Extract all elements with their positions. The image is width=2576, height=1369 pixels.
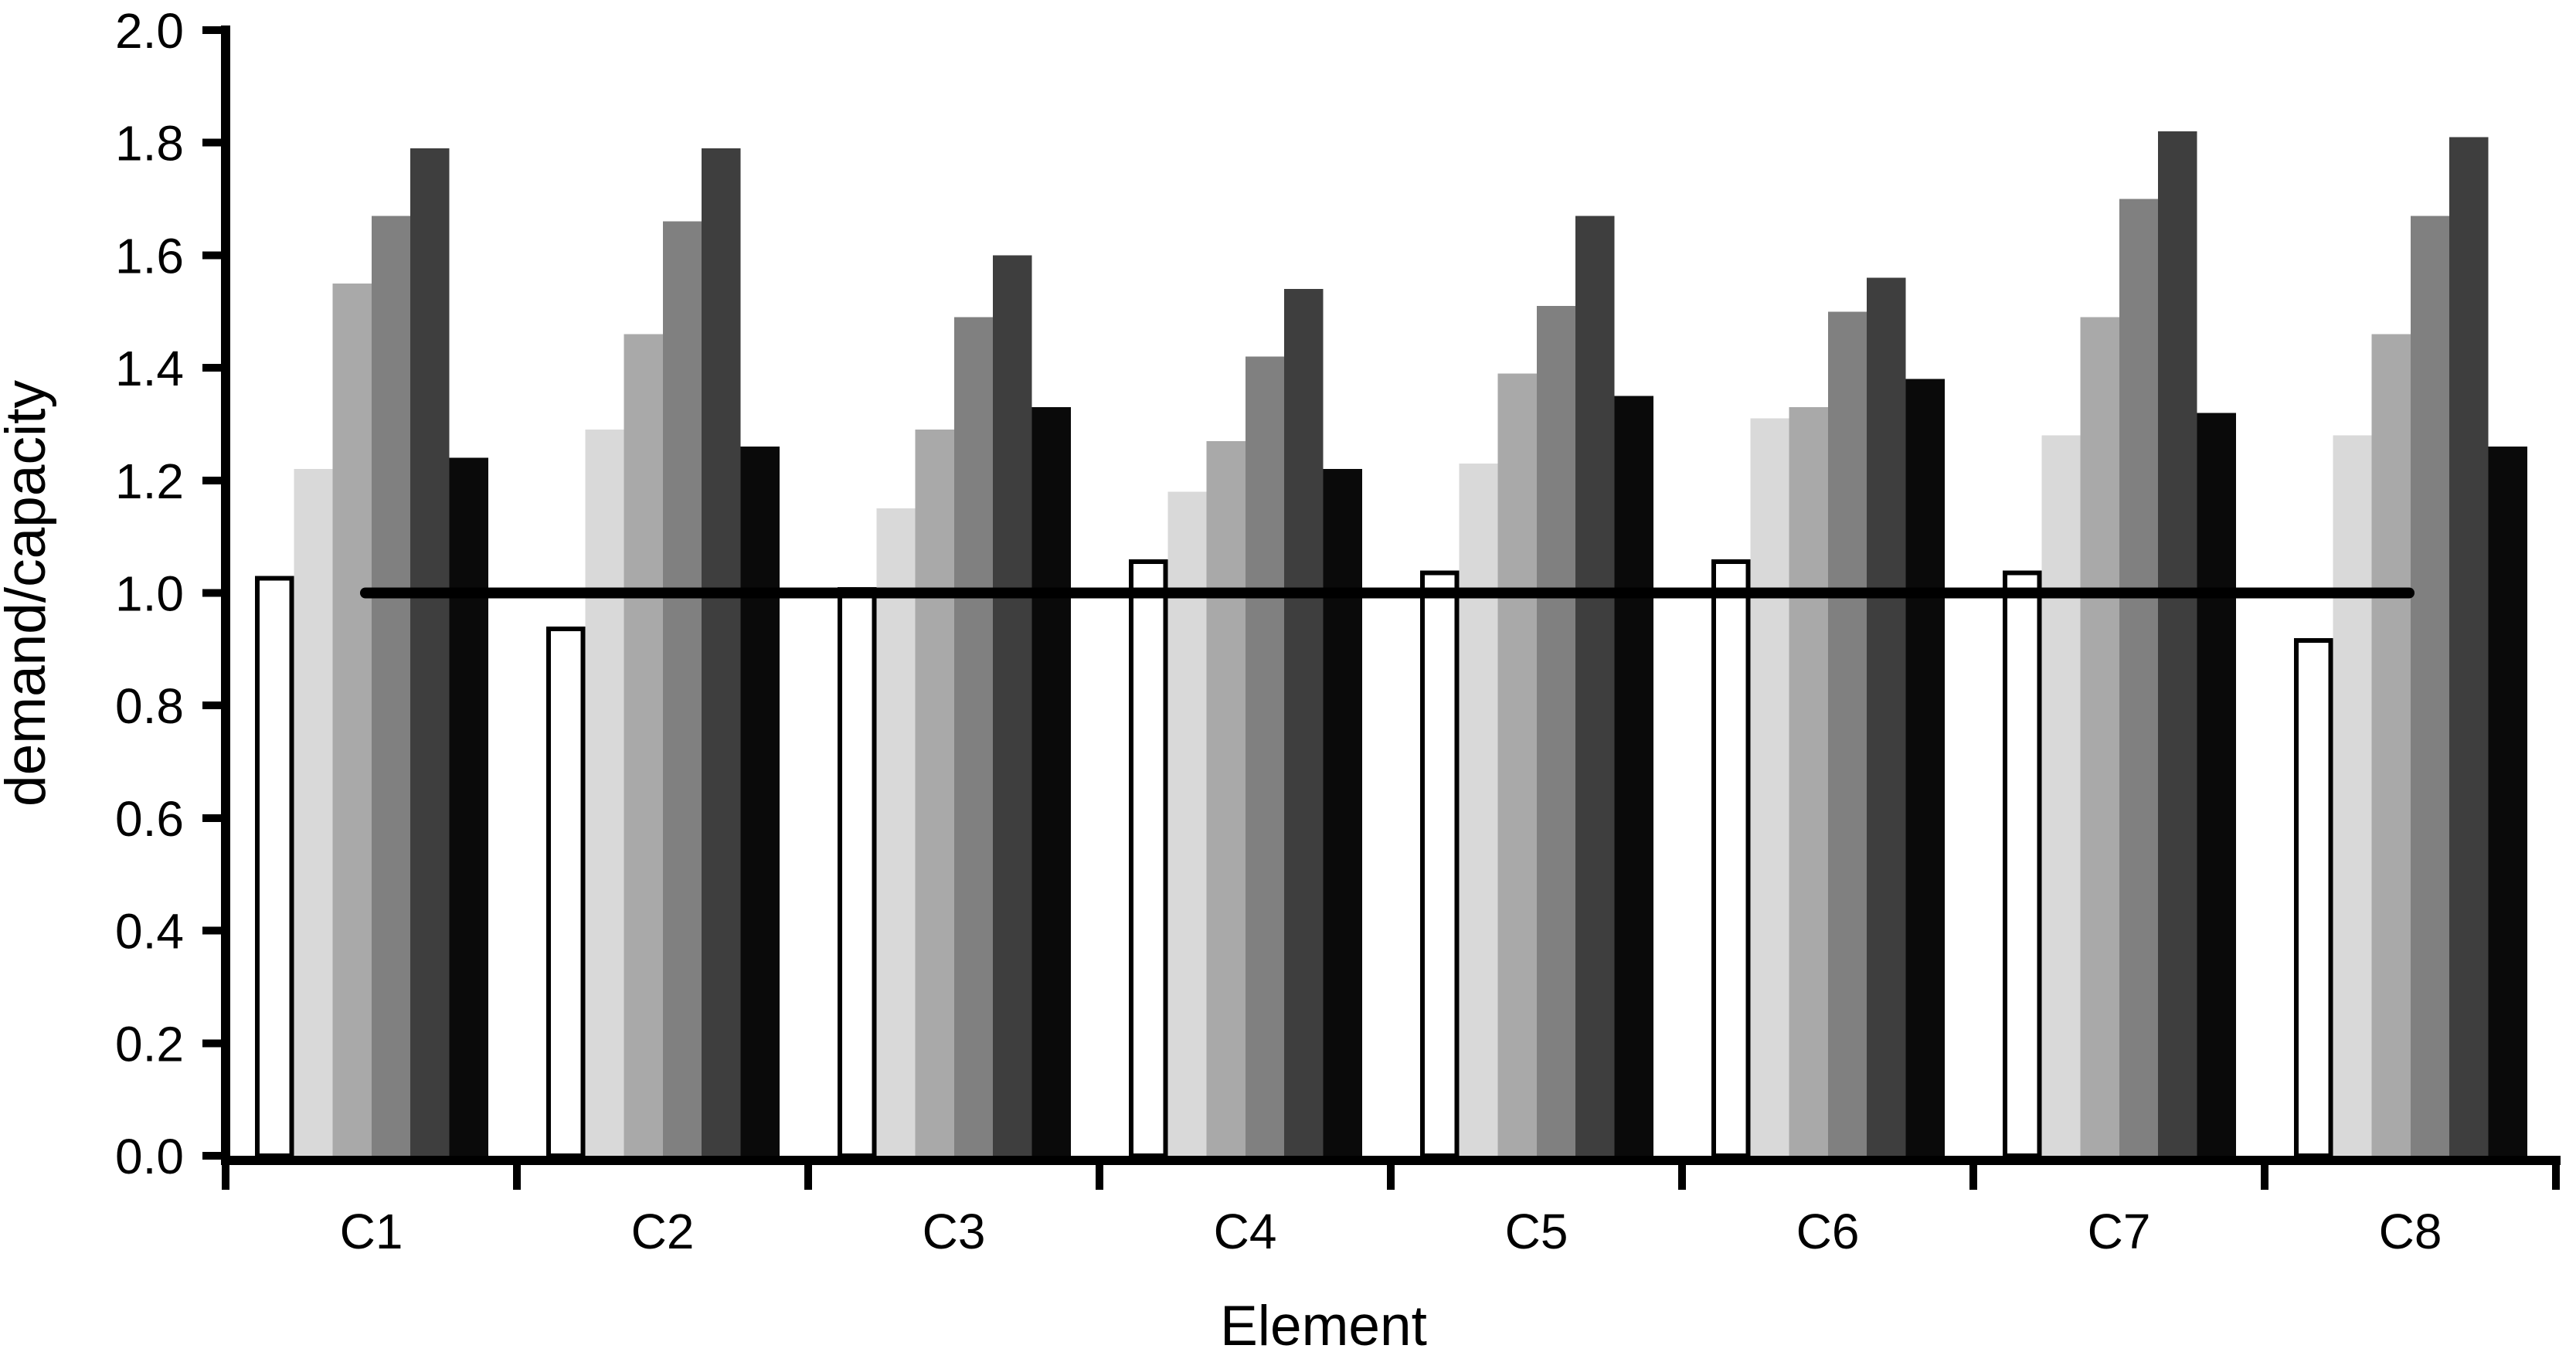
y-tick-label: 0.2 (115, 1016, 184, 1072)
bar-c5-medium-gray (1497, 373, 1537, 1156)
x-category-label: C7 (2088, 1204, 2151, 1259)
bar-c2-medium-gray (624, 334, 663, 1156)
y-tick (202, 26, 221, 34)
bar-c6-black (1905, 379, 1945, 1156)
bar-c5-black (1614, 396, 1653, 1156)
y-tick (202, 138, 221, 147)
y-tick (202, 251, 221, 260)
x-tick (1096, 1165, 1103, 1190)
x-tick (1678, 1165, 1686, 1190)
bar-c1-light-gray (294, 469, 333, 1156)
bar-c7-black (2197, 413, 2236, 1156)
bar-c3-dark-gray (993, 255, 1032, 1156)
x-category-label: C3 (923, 1204, 986, 1259)
bar-c4-white (1129, 559, 1168, 1158)
bar-c4-black (1323, 469, 1362, 1156)
bar-c5-gray (1536, 305, 1576, 1157)
x-tick (2261, 1165, 2268, 1190)
bar-c8-black (2488, 447, 2527, 1156)
y-tick (202, 589, 221, 597)
y-tick-label: 0.4 (115, 904, 184, 960)
y-tick-label: 1.6 (115, 228, 184, 284)
x-category-label: C2 (631, 1204, 695, 1259)
y-tick (202, 1152, 221, 1160)
bar-c7-light-gray (2041, 435, 2081, 1156)
bar-c5-light-gray (1459, 463, 1498, 1156)
bar-c6-light-gray (1750, 418, 1789, 1156)
bar-c5-dark-gray (1575, 216, 1615, 1156)
bar-c8-medium-gray (2371, 334, 2411, 1156)
bar-c3-gray (953, 317, 994, 1156)
y-tick (202, 476, 221, 484)
bar-c2-white (546, 627, 586, 1158)
bar-c3-white (838, 587, 877, 1158)
bar-c7-dark-gray (2158, 131, 2197, 1156)
bar-c1-black (449, 457, 488, 1156)
x-axis-line (221, 1156, 2561, 1165)
y-tick (202, 701, 221, 710)
bar-c4-dark-gray (1284, 289, 1324, 1156)
y-tick (202, 926, 221, 935)
x-category-label: C1 (340, 1204, 403, 1259)
bar-c8-light-gray (2333, 435, 2372, 1156)
y-tick-label: 1.4 (115, 341, 184, 396)
x-tick (513, 1165, 521, 1190)
y-tick-label: 0.8 (115, 678, 184, 734)
bar-c8-dark-gray (2449, 137, 2489, 1156)
bar-c4-light-gray (1167, 491, 1207, 1156)
y-axis-title: demand/capacity (0, 380, 57, 807)
bar-c2-dark-gray (702, 148, 741, 1157)
bar-c3-medium-gray (915, 430, 954, 1156)
bar-c4-medium-gray (1206, 440, 1246, 1156)
y-tick (202, 814, 221, 822)
bar-c8-white (2294, 637, 2333, 1158)
bar-c1-gray (371, 216, 411, 1156)
bar-c2-black (740, 447, 780, 1156)
bar-c6-medium-gray (1789, 407, 1828, 1156)
bar-c2-light-gray (585, 430, 624, 1156)
bar-c6-dark-gray (1867, 277, 1906, 1156)
x-axis-title: Element (1220, 1295, 1427, 1357)
bar-c4-gray (1245, 356, 1285, 1156)
y-tick-label: 0.0 (115, 1129, 184, 1184)
bar-c3-light-gray (876, 508, 916, 1156)
y-tick-label: 1.2 (115, 454, 184, 509)
x-category-label: C6 (1796, 1204, 1860, 1259)
x-tick (1969, 1165, 1977, 1190)
y-tick-label: 0.6 (115, 791, 184, 847)
bar-c1-white (255, 576, 294, 1158)
bar-c1-medium-gray (332, 283, 372, 1157)
labels-layer: 0.0 0.2 0.4 0.6 0.8 1.0 1.2 1.4 1.6 1.8 2.0 C1 C2 C3 C… (115, 3, 2442, 1259)
bar-c5-white (1420, 570, 1460, 1158)
x-tick (804, 1165, 812, 1190)
y-tick-label: 1.8 (115, 116, 184, 172)
axes-layer (202, 25, 2561, 1190)
y-axis-line (221, 25, 230, 1160)
x-category-label: C5 (1505, 1204, 1568, 1259)
x-tick (222, 1165, 229, 1190)
y-tick (202, 1039, 221, 1048)
bar-c7-medium-gray (2080, 317, 2119, 1156)
x-tick (2552, 1165, 2560, 1190)
bars-layer (255, 131, 2527, 1158)
y-tick-label: 2.0 (115, 3, 184, 59)
bar-c8-gray (2410, 216, 2450, 1156)
bar-c6-white (1711, 559, 1751, 1158)
y-tick (202, 364, 221, 372)
x-category-label: C8 (2379, 1204, 2442, 1259)
bar-c3-black (1031, 407, 1071, 1156)
bar-c7-gray (2119, 199, 2159, 1156)
bar-c6-gray (1827, 311, 1867, 1156)
y-tick-label: 1.0 (115, 566, 184, 622)
bar-c1-dark-gray (410, 148, 450, 1157)
bar-c7-white (2003, 570, 2042, 1158)
x-tick (1387, 1165, 1395, 1190)
bar-c2-gray (662, 221, 702, 1157)
x-category-label: C4 (1214, 1204, 1277, 1259)
